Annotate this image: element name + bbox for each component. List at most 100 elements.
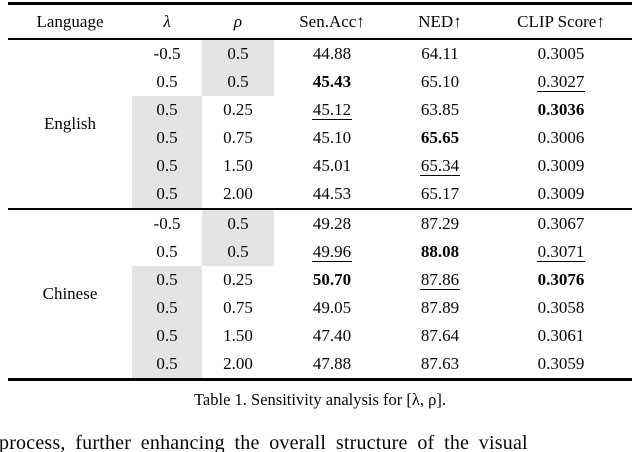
cell-lambda: 0.5 (132, 152, 202, 180)
cell-lambda: 0.5 (132, 266, 202, 294)
header-row: Language λ ρ Sen.Acc↑ NED↑ CLIP Score↑ (8, 3, 632, 40)
cell-lambda: 0.5 (132, 238, 202, 266)
sensitivity-table: Language λ ρ Sen.Acc↑ NED↑ CLIP Score↑ E… (8, 2, 632, 381)
cell-value: 0.75 (223, 298, 253, 317)
table-caption: Table 1. Sensitivity analysis for [λ, ρ]… (194, 390, 446, 409)
cell-value: -0.5 (153, 214, 181, 233)
col-header-language: Language (8, 3, 132, 40)
cell-value: 0.5 (156, 326, 178, 345)
cell-value: 45.01 (312, 156, 352, 175)
cell-lambda: -0.5 (132, 39, 202, 68)
cell-value: 1.50 (223, 156, 253, 175)
table-row: 0.5 1.50 45.01 65.34 0.3009 (8, 152, 632, 180)
cell-lambda: 0.5 (132, 322, 202, 350)
table-row: Chinese -0.5 0.5 49.28 87.29 0.3067 (8, 208, 632, 380)
cell-sen-acc: 45.10 (274, 124, 390, 152)
cell-value: 0.3006 (537, 128, 585, 147)
cell-value: 0.5 (156, 270, 178, 289)
cell-value: 45.43 (312, 72, 352, 91)
cell-sen-acc: 45.01 (274, 152, 390, 180)
cell-value: 47.88 (312, 354, 352, 373)
cell-value: 49.05 (312, 298, 352, 317)
col-header-clip-score: CLIP Score↑ (490, 3, 632, 40)
cell-value: 0.5 (156, 298, 178, 317)
cell-value: 0.5 (156, 128, 178, 147)
cell-ned: 87.89 (390, 294, 490, 322)
cell-rho: 1.50 (202, 322, 274, 350)
section-english: English -0.5 0.5 44.88 64.11 0.3005 0.5 0.5 45.4… (8, 39, 632, 209)
cell-sen-acc: 44.88 (274, 39, 390, 68)
cell-ned: 65.34 (390, 152, 490, 180)
table-row: 0.5 0.25 45.12 63.85 0.3036 (8, 96, 632, 124)
cell-value: 0.75 (223, 128, 253, 147)
cell-value: 88.08 (420, 242, 460, 261)
cell-ned: 65.65 (390, 124, 490, 152)
cell-clip-score: 0.3067 (490, 208, 632, 238)
cell-ned: 64.11 (390, 39, 490, 68)
cell-value: 0.3036 (537, 100, 585, 119)
cell-value: 0.3071 (536, 241, 586, 263)
cell-value: 0.3059 (537, 354, 585, 373)
table-row: 0.5 0.75 49.05 87.89 0.3058 (8, 294, 632, 322)
cell-value: 0.3005 (537, 44, 585, 63)
cell-clip-score: 0.3061 (490, 322, 632, 350)
cell-sen-acc: 44.53 (274, 180, 390, 209)
cell-lambda: 0.5 (132, 124, 202, 152)
cell-rho: 0.5 (202, 238, 274, 266)
cell-sen-acc: 45.12 (274, 96, 390, 124)
cell-ned: 87.64 (390, 322, 490, 350)
cell-value: 63.85 (420, 100, 460, 119)
cell-clip-score: 0.3076 (490, 266, 632, 294)
cell-ned: 87.63 (390, 350, 490, 380)
cell-rho: 0.5 (202, 208, 274, 238)
table-row: 0.5 1.50 47.40 87.64 0.3061 (8, 322, 632, 350)
cell-rho: 0.75 (202, 294, 274, 322)
language-label: Chinese (8, 208, 132, 380)
cell-clip-score: 0.3059 (490, 350, 632, 380)
cell-value: 0.5 (156, 184, 178, 203)
cell-clip-score: 0.3005 (490, 39, 632, 68)
cell-lambda: 0.5 (132, 350, 202, 380)
cell-value: 0.3009 (537, 184, 585, 203)
cell-value: 87.86 (419, 269, 461, 291)
cell-value: 87.64 (420, 326, 460, 345)
body-text: process, further enhancing the overall s… (0, 432, 528, 452)
cell-rho: 0.75 (202, 124, 274, 152)
table-header: Language λ ρ Sen.Acc↑ NED↑ CLIP Score↑ (8, 3, 632, 40)
cell-value: 0.5 (156, 242, 178, 261)
col-header-ned: NED↑ (390, 3, 490, 40)
cell-value: 2.00 (223, 354, 253, 373)
cell-sen-acc: 49.28 (274, 208, 390, 238)
cell-value: 50.70 (312, 270, 352, 289)
cell-value: 65.65 (420, 128, 460, 147)
cell-ned: 65.17 (390, 180, 490, 209)
table-row: 0.5 0.5 45.43 65.10 0.3027 (8, 68, 632, 96)
cell-rho: 0.5 (202, 39, 274, 68)
cell-clip-score: 0.3071 (490, 238, 632, 266)
cell-ned: 63.85 (390, 96, 490, 124)
cell-value: 0.5 (227, 72, 249, 91)
cell-lambda: -0.5 (132, 208, 202, 238)
cell-value: 87.63 (420, 354, 460, 373)
cell-value: 0.3067 (537, 214, 585, 233)
cell-value: 87.29 (420, 214, 460, 233)
cell-rho: 2.00 (202, 350, 274, 380)
cell-lambda: 0.5 (132, 294, 202, 322)
cell-clip-score: 0.3009 (490, 180, 632, 209)
cell-value: 0.5 (156, 100, 178, 119)
cell-clip-score: 0.3036 (490, 96, 632, 124)
table-row: 0.5 0.25 50.70 87.86 0.3076 (8, 266, 632, 294)
table-row: 0.5 0.75 45.10 65.65 0.3006 (8, 124, 632, 152)
cell-value: 0.25 (223, 100, 253, 119)
cell-value: 0.3058 (537, 298, 585, 317)
cell-ned: 87.86 (390, 266, 490, 294)
cell-rho: 0.25 (202, 266, 274, 294)
cell-value: 0.3027 (536, 71, 586, 93)
cell-value: 65.34 (419, 155, 461, 177)
cell-value: 65.17 (420, 184, 460, 203)
cell-value: 44.88 (312, 44, 352, 63)
table-row: 0.5 2.00 47.88 87.63 0.3059 (8, 350, 632, 380)
cell-value: 45.10 (312, 128, 352, 147)
cell-sen-acc: 49.96 (274, 238, 390, 266)
